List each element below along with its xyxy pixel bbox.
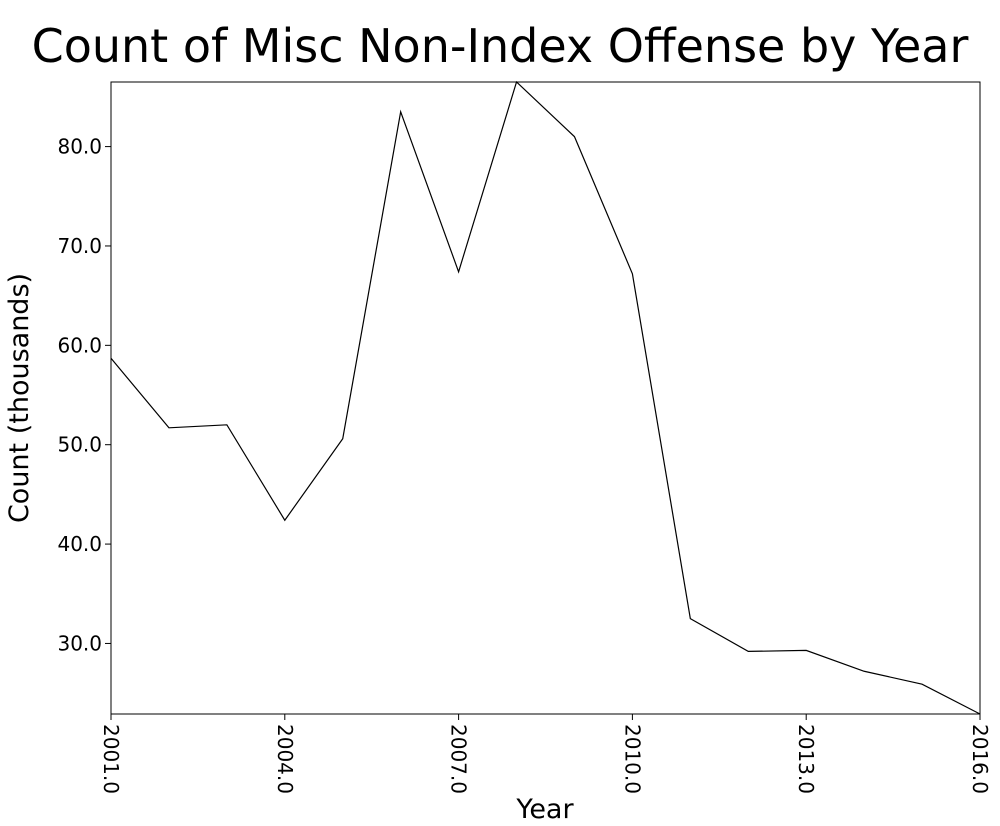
chart-title: Count of Misc Non-Index Offense by Year <box>32 19 969 73</box>
x-axis-label: Year <box>515 794 574 825</box>
x-tick-label: 2001.0 <box>99 724 123 794</box>
series-layer <box>110 80 981 715</box>
y-axis: 30.0 40.0 50.0 60.0 70.0 80.0 <box>57 135 111 655</box>
series-line-1 <box>110 80 981 715</box>
x-tick-label: 2013.0 <box>794 724 818 794</box>
y-axis-label: Count (thousands) <box>4 273 35 523</box>
y-tick-label: 70.0 <box>57 234 102 258</box>
y-tick-label: 80.0 <box>57 135 102 159</box>
x-tick-label: 2016.0 <box>968 724 992 794</box>
y-tick-label: 40.0 <box>57 532 102 556</box>
y-tick-label: 50.0 <box>57 433 102 457</box>
x-axis: 2001.0 2004.0 2007.0 2010.0 2013.0 2016.0 <box>99 714 992 794</box>
plot-frame <box>110 81 981 715</box>
y-tick-label: 60.0 <box>57 333 102 357</box>
x-tick-label: 2007.0 <box>447 724 471 794</box>
x-tick-label: 2004.0 <box>273 724 297 794</box>
y-tick-label: 30.0 <box>57 631 102 655</box>
x-tick-label: 2010.0 <box>620 724 644 794</box>
